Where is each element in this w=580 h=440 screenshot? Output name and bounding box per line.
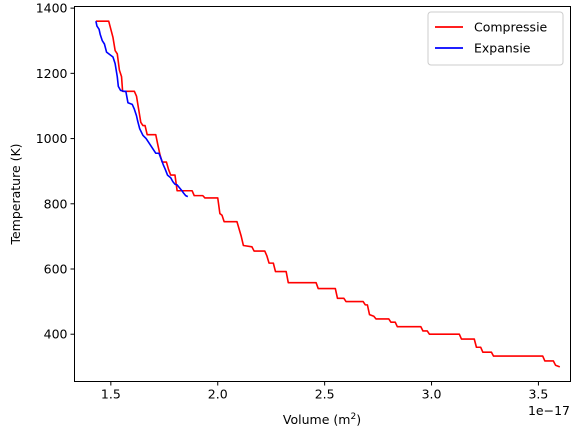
series-line-expansie — [95, 20, 189, 198]
x-tick-label: 2.0 — [208, 387, 228, 402]
y-tick-label: 1000 — [36, 131, 68, 146]
x-axis-label: Volume (m2) — [283, 412, 361, 427]
legend: Compressie Expansie — [427, 11, 564, 66]
plot-series — [95, 20, 561, 368]
x-axis-multiplier-label: 1e−17 — [528, 403, 570, 418]
y-tick-label: 1200 — [36, 66, 68, 81]
legend-label-compressie: Compressie — [474, 20, 548, 35]
y-tick-label: 1400 — [36, 1, 68, 16]
series-line-compressie — [95, 20, 561, 368]
x-axis-label-superscript: 2 — [350, 412, 356, 422]
x-tick-label: 1.5 — [101, 387, 121, 402]
x-axis: 1.5 2.0 2.5 3.0 3.5 — [101, 381, 548, 402]
x-tick-label: 3.0 — [422, 387, 442, 402]
y-tick-label: 400 — [44, 327, 68, 342]
y-tick-label: 600 — [44, 262, 68, 277]
y-tick-label: 800 — [44, 196, 68, 211]
x-tick-label: 3.5 — [528, 387, 548, 402]
legend-label-expansie: Expansie — [474, 41, 531, 56]
legend-box — [427, 11, 564, 66]
plot-frame — [74, 6, 571, 382]
y-axis: 400 600 800 1000 1200 1400 — [36, 1, 75, 342]
y-axis-label: Temperature (K) — [8, 143, 23, 245]
x-tick-label: 2.5 — [315, 387, 335, 402]
